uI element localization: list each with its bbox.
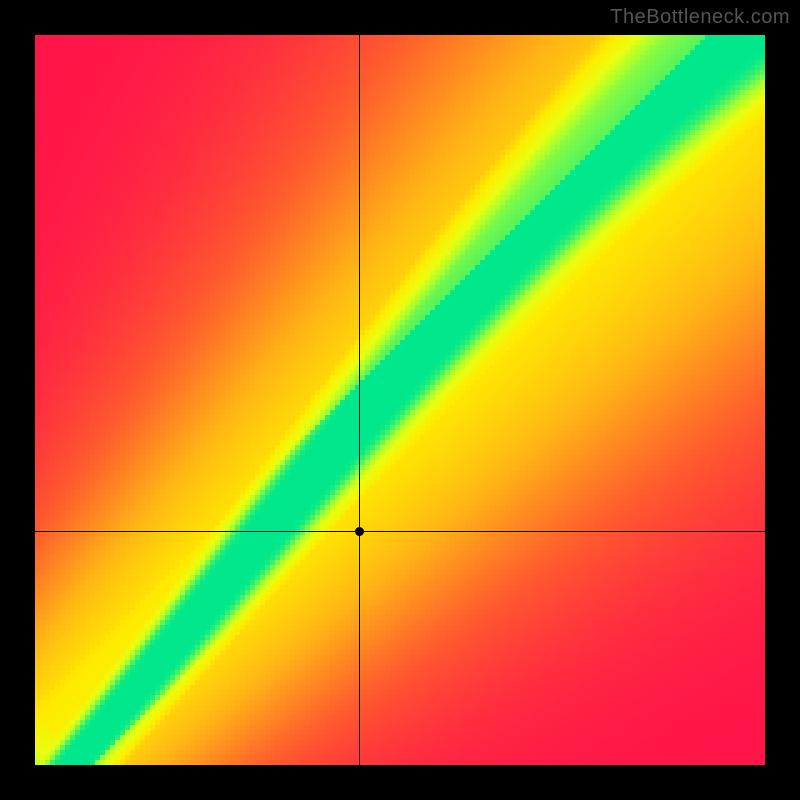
heatmap-canvas bbox=[35, 35, 765, 765]
attribution-label: TheBottleneck.com bbox=[610, 6, 790, 29]
plot-area bbox=[35, 35, 765, 765]
chart-container: TheBottleneck.com bbox=[0, 0, 800, 800]
